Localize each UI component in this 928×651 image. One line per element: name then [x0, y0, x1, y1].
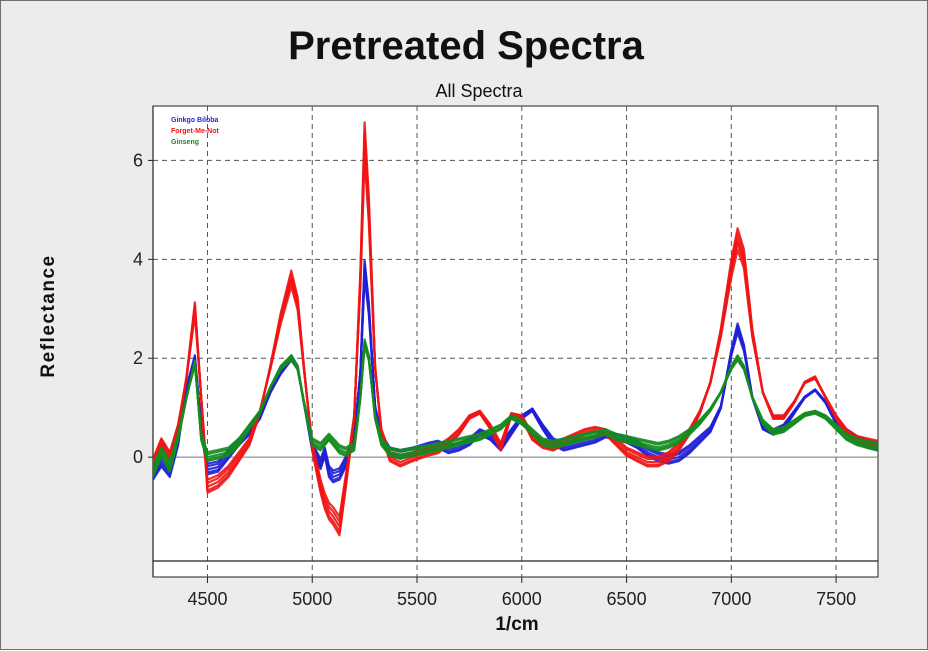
- x-tick-label: 5500: [397, 589, 437, 609]
- series-line: [153, 121, 878, 537]
- legend: Ginkgo Biloba Forget-Me-Not Ginseng: [171, 117, 219, 146]
- y-tick-label: 6: [133, 150, 143, 170]
- x-tick-label: 7000: [711, 589, 751, 609]
- x-tick-label: 7500: [816, 589, 856, 609]
- x-axis-label: 1/cm: [495, 614, 538, 635]
- y-tick-label: 0: [133, 447, 143, 467]
- legend-entry: Forget-Me-Not: [171, 128, 219, 135]
- legend-entry: Ginkgo Biloba: [171, 117, 219, 124]
- y-tick-label: 2: [133, 348, 143, 368]
- series-lines: [153, 121, 878, 537]
- series-line: [153, 338, 878, 478]
- chart-title: Pretreated Spectra: [288, 24, 644, 68]
- x-tick-label: 6000: [502, 589, 542, 609]
- legend-entry: Ginseng: [171, 139, 199, 146]
- y-tick-label: 4: [133, 249, 143, 269]
- series-3: [153, 338, 878, 478]
- x-tick-label: 4500: [187, 589, 227, 609]
- grid: [153, 106, 878, 577]
- x-tick-label: 6500: [607, 589, 647, 609]
- y-axis-label: Reflectance: [38, 254, 59, 377]
- x-tick-label: 5000: [292, 589, 332, 609]
- axes: 4500 5000 5500 6000 6500 7000 7500 0 2 4 6: [133, 106, 878, 609]
- chart-subtitle: All Spectra: [435, 81, 523, 101]
- plot-area: [152, 105, 879, 578]
- series-2: [153, 121, 878, 537]
